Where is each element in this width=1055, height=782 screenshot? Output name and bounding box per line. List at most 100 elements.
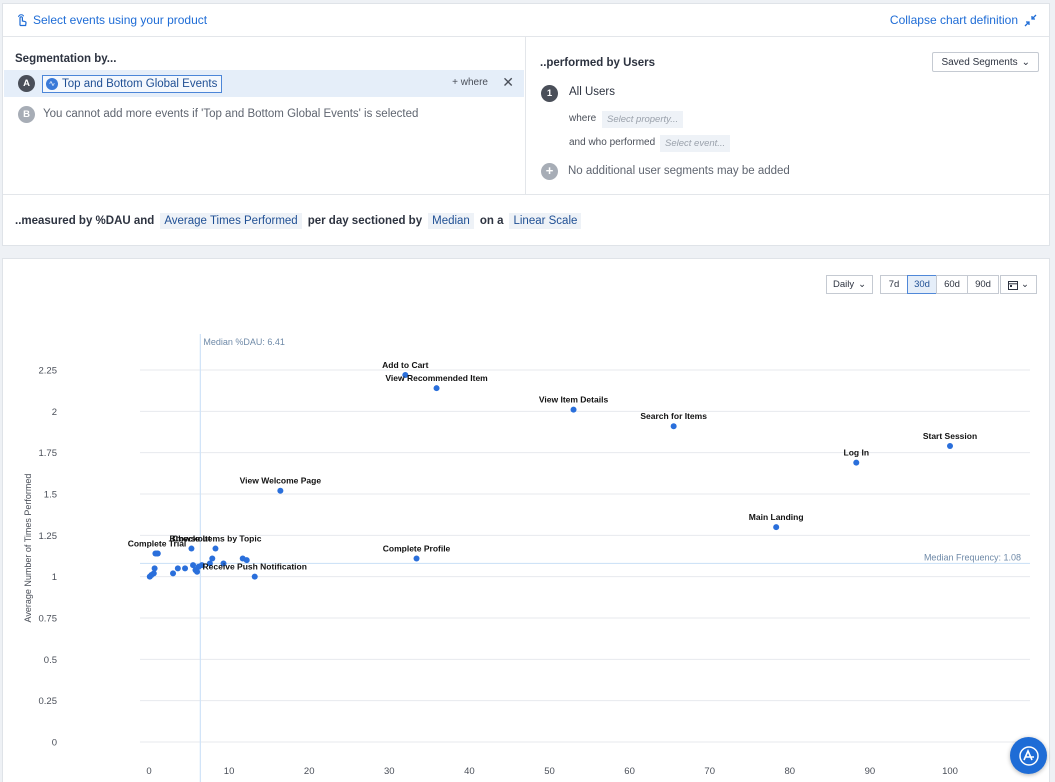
collapse-label: Collapse chart definition (889, 13, 1018, 27)
assistant-button[interactable] (1010, 737, 1047, 774)
data-point (947, 443, 953, 450)
remove-event-icon[interactable]: ✕ (502, 74, 514, 90)
data-point (251, 573, 258, 580)
measure-sentence: ..measured by %DAU and Average Times Per… (15, 213, 582, 229)
data-point-label: Add to Cart (382, 360, 428, 370)
x-tick-label: 10 (224, 766, 235, 777)
data-point-label: Log In (844, 448, 870, 458)
data-point (773, 524, 780, 531)
x-tick-label: 30 (384, 766, 395, 777)
chart-panel: Daily ⌄ 7d 30d 60d 90d ⌄ (2, 258, 1050, 782)
data-point (209, 555, 216, 562)
data-point-label: Main Landing (749, 512, 804, 522)
data-point (170, 570, 177, 577)
event-badge-b: B (18, 106, 35, 123)
y-tick-label: 0.5 (44, 655, 57, 666)
definition-header: Select events using your product Collaps… (3, 4, 1049, 37)
global-events-icon: ∿ (46, 78, 58, 90)
data-point (188, 545, 195, 552)
where-label: where (569, 113, 597, 124)
data-point (174, 565, 181, 572)
x-tick-label: 100 (942, 766, 958, 777)
select-events-label: Select events using your product (33, 13, 208, 27)
data-point (433, 385, 440, 392)
metric-selector[interactable]: Average Times Performed (160, 213, 302, 229)
measure-row: ..measured by %DAU and Average Times Per… (3, 194, 1049, 247)
data-point (182, 565, 189, 572)
data-point-label: Start Session (923, 431, 977, 441)
range-90d-button[interactable]: 90d (967, 275, 999, 294)
date-picker-button[interactable]: ⌄ (1000, 275, 1037, 294)
x-tick-label: 20 (304, 766, 315, 777)
median-dau-label: Median %DAU: 6.41 (203, 337, 285, 347)
data-point-label: Receive Push Notification (203, 562, 307, 572)
data-point (150, 570, 157, 577)
y-tick-label: 2.25 (39, 366, 58, 377)
no-more-segments-text: No additional user segments may be added (568, 165, 790, 177)
data-point-label: View Recommended Item (385, 373, 488, 383)
select-event-field[interactable]: Select event... (660, 135, 731, 152)
event-a-pill[interactable]: ∿ Top and Bottom Global Events (42, 75, 223, 93)
on-a-text: on a (479, 215, 504, 227)
collapse-arrows-icon (1024, 14, 1037, 26)
y-axis-label: Average Number of Times Performed (23, 474, 33, 623)
data-point (212, 545, 219, 552)
median-frequency-label: Median Frequency: 1.08 (924, 552, 1021, 562)
measure-prefix: ..measured by %DAU and (15, 215, 155, 227)
data-point (402, 371, 409, 378)
data-point-label: Browse Items by Topic (170, 534, 262, 544)
data-point-label: Checkout (172, 534, 211, 544)
chevron-down-icon: ⌄ (1021, 56, 1030, 68)
data-point (151, 565, 158, 572)
select-events-link[interactable]: Select events using your product (15, 13, 207, 27)
select-property-field[interactable]: Select property... (602, 111, 684, 128)
segment-name: All Users (569, 86, 616, 98)
event-row-a[interactable]: A ∿ Top and Bottom Global Events + where… (4, 70, 524, 97)
users-section: ..performed by Users Saved Segments ⌄ 1 … (527, 37, 1051, 194)
add-segment-icon[interactable]: + (541, 163, 558, 180)
data-point (413, 555, 420, 562)
event-badge-a: A (18, 75, 35, 92)
pointer-hand-icon (18, 14, 27, 27)
section-selector[interactable]: Median (428, 213, 474, 229)
data-point (853, 459, 860, 466)
y-tick-label: 1.25 (39, 531, 58, 542)
data-point (154, 550, 161, 557)
range-7d-button[interactable]: 7d (880, 275, 908, 294)
chevron-down-icon: ⌄ (1021, 279, 1029, 290)
interval-label: Daily (832, 279, 855, 290)
saved-segments-label: Saved Segments (941, 56, 1018, 68)
y-tick-label: 1.75 (39, 448, 58, 459)
amplitude-logo-icon (1018, 745, 1039, 766)
data-point (194, 568, 201, 575)
calendar-icon (1008, 280, 1019, 290)
interval-dropdown[interactable]: Daily ⌄ (826, 275, 873, 294)
x-tick-label: 40 (464, 766, 475, 777)
data-point (277, 487, 284, 494)
y-tick-label: 1 (52, 572, 57, 583)
y-tick-label: 1.5 (44, 490, 57, 501)
who-performed-label: and who performed (569, 137, 656, 148)
data-point (190, 562, 197, 569)
data-point (220, 560, 227, 567)
add-where-button[interactable]: + where (452, 77, 488, 88)
chart-definition-panel: Select events using your product Collaps… (2, 3, 1050, 246)
chevron-down-icon: ⌄ (858, 279, 867, 290)
segmentation-title: Segmentation by... (15, 53, 117, 65)
event-b-message: You cannot add more events if 'Top and B… (43, 108, 419, 120)
x-tick-label: 50 (544, 766, 555, 777)
data-point (670, 423, 677, 430)
x-tick-label: 80 (785, 766, 796, 777)
data-point-label: View Welcome Page (240, 476, 322, 486)
y-tick-label: 0 (52, 738, 57, 749)
segment-number-badge: 1 (541, 85, 558, 102)
collapse-chart-definition[interactable]: Collapse chart definition (890, 13, 1037, 27)
saved-segments-button[interactable]: Saved Segments ⌄ (932, 52, 1039, 72)
users-title: ..performed by Users (540, 57, 656, 69)
y-tick-label: 2 (52, 407, 57, 418)
data-point-label: View Item Details (539, 395, 609, 405)
scale-selector[interactable]: Linear Scale (509, 213, 582, 229)
data-point-label: Complete Trial (128, 539, 187, 549)
per-day-text: per day sectioned by (307, 215, 423, 227)
